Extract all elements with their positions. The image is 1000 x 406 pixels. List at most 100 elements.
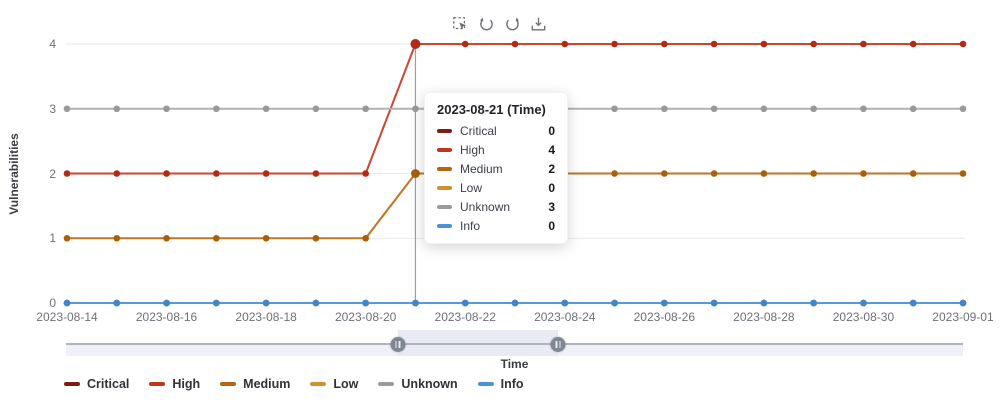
legend-item-low[interactable]: Low xyxy=(310,377,358,391)
data-point-high[interactable] xyxy=(611,40,618,48)
chart-legend: Critical High Medium Low Unknown Info xyxy=(64,377,524,391)
data-point-info[interactable] xyxy=(262,299,270,307)
x-axis-tick-label: 2023-08-24 xyxy=(534,310,596,324)
data-point-info[interactable] xyxy=(959,299,967,307)
data-point-unknown[interactable] xyxy=(163,105,170,113)
data-point-info[interactable] xyxy=(710,299,718,307)
data-point-unknown[interactable] xyxy=(412,105,419,113)
data-point-high[interactable] xyxy=(760,40,768,48)
tooltip-series-marker xyxy=(437,129,452,133)
legend-item-critical[interactable]: Critical xyxy=(64,377,129,391)
data-point-high[interactable] xyxy=(909,40,917,48)
data-point-info[interactable] xyxy=(860,299,867,307)
legend-item-info[interactable]: Info xyxy=(477,377,524,391)
data-point-unknown[interactable] xyxy=(760,105,768,113)
data-point-medium[interactable] xyxy=(710,170,718,177)
data-point-unknown[interactable] xyxy=(312,105,320,113)
area-select-icon[interactable] xyxy=(451,15,470,34)
data-point-info[interactable] xyxy=(461,299,469,307)
data-point-unknown[interactable] xyxy=(213,105,220,113)
data-point-medium[interactable] xyxy=(362,234,369,242)
data-point-unknown[interactable] xyxy=(959,105,967,113)
data-point-high[interactable] xyxy=(213,170,220,177)
data-point-unknown[interactable] xyxy=(810,105,817,113)
x-axis-tick-label: 2023-08-18 xyxy=(235,310,297,324)
data-point-medium[interactable] xyxy=(611,170,618,177)
data-point-unknown[interactable] xyxy=(63,105,71,113)
download-icon[interactable] xyxy=(529,15,548,34)
data-point-medium[interactable] xyxy=(909,170,917,177)
data-point-unknown[interactable] xyxy=(710,105,718,113)
legend-marker xyxy=(149,381,166,387)
tooltip-series-value: 0 xyxy=(548,181,555,195)
data-point-medium[interactable] xyxy=(113,234,121,242)
data-point-medium[interactable] xyxy=(262,234,270,242)
legend-item-unknown[interactable]: Unknown xyxy=(378,377,458,391)
tooltip-series-label: Critical xyxy=(460,124,497,138)
refresh-icon[interactable] xyxy=(503,15,522,34)
data-point-medium[interactable] xyxy=(63,234,71,242)
data-point-high[interactable] xyxy=(860,40,867,48)
data-point-high[interactable] xyxy=(410,39,421,49)
data-point-unknown[interactable] xyxy=(611,105,618,113)
data-point-high[interactable] xyxy=(461,40,469,48)
data-point-info[interactable] xyxy=(63,299,71,307)
data-point-high[interactable] xyxy=(959,40,967,48)
data-point-info[interactable] xyxy=(362,299,369,307)
data-point-high[interactable] xyxy=(661,40,668,48)
data-point-high[interactable] xyxy=(113,170,121,177)
tooltip-series-value: 4 xyxy=(548,143,555,157)
data-point-medium[interactable] xyxy=(661,170,668,177)
data-point-info[interactable] xyxy=(611,299,618,307)
legend-marker xyxy=(220,381,237,387)
data-point-unknown[interactable] xyxy=(362,105,369,113)
legend-label: Unknown xyxy=(401,377,458,391)
data-point-medium[interactable] xyxy=(760,170,768,177)
data-point-info[interactable] xyxy=(909,299,917,307)
datazoom-left-handle[interactable] xyxy=(390,336,406,352)
data-point-info[interactable] xyxy=(113,299,121,307)
data-point-high[interactable] xyxy=(312,170,320,177)
data-point-medium[interactable] xyxy=(411,169,420,178)
data-point-info[interactable] xyxy=(312,299,320,307)
data-point-medium[interactable] xyxy=(860,170,867,177)
data-point-unknown[interactable] xyxy=(860,105,867,113)
data-point-unknown[interactable] xyxy=(909,105,917,113)
data-point-unknown[interactable] xyxy=(113,105,121,113)
data-point-unknown[interactable] xyxy=(262,105,270,113)
legend-item-high[interactable]: High xyxy=(149,377,200,391)
data-point-info[interactable] xyxy=(163,299,170,307)
data-point-medium[interactable] xyxy=(312,234,320,242)
legend-label: Medium xyxy=(243,377,291,391)
data-point-info[interactable] xyxy=(511,299,519,307)
data-point-info[interactable] xyxy=(561,299,569,307)
data-point-high[interactable] xyxy=(511,40,519,48)
data-point-unknown[interactable] xyxy=(661,105,668,113)
data-point-info[interactable] xyxy=(213,299,220,307)
data-point-medium[interactable] xyxy=(810,170,817,177)
data-point-high[interactable] xyxy=(810,40,817,48)
data-point-high[interactable] xyxy=(262,170,270,177)
restore-icon[interactable] xyxy=(477,15,496,34)
tooltip-row: Critical 0 xyxy=(437,124,555,138)
data-point-info[interactable] xyxy=(760,299,768,307)
tooltip-series-label: High xyxy=(460,143,485,157)
datazoom-slider[interactable] xyxy=(66,330,963,356)
data-point-high[interactable] xyxy=(163,170,170,177)
data-point-high[interactable] xyxy=(561,40,569,48)
data-point-medium[interactable] xyxy=(163,234,170,242)
data-point-medium[interactable] xyxy=(213,234,220,242)
data-point-info[interactable] xyxy=(661,299,668,307)
data-point-high[interactable] xyxy=(362,170,369,177)
y-axis-tick-label: 2 xyxy=(49,166,56,181)
data-point-high[interactable] xyxy=(63,170,71,177)
legend-item-medium[interactable]: Medium xyxy=(220,377,290,391)
datazoom-right-handle[interactable] xyxy=(550,336,566,352)
data-point-info[interactable] xyxy=(412,299,419,307)
data-point-high[interactable] xyxy=(710,40,718,48)
tooltip-rows: Critical 0 High 4 Medium 2 Low 0 Unknown 3 Info 0 xyxy=(437,124,555,233)
data-point-medium[interactable] xyxy=(959,170,967,177)
data-point-info[interactable] xyxy=(810,299,817,307)
